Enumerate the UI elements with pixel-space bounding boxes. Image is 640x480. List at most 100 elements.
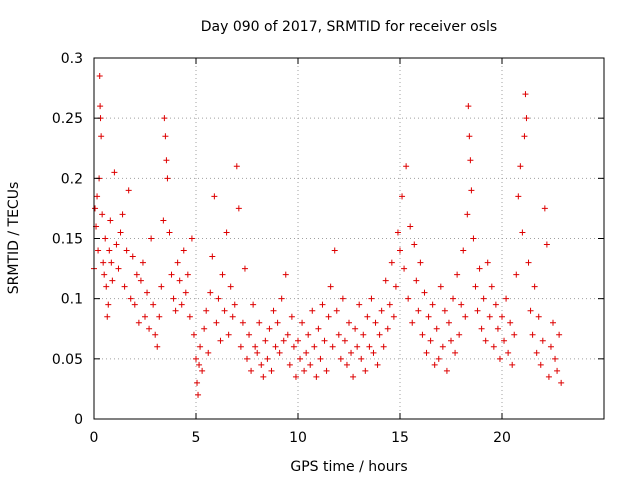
data-point	[195, 391, 202, 398]
data-point	[433, 325, 440, 332]
data-point	[452, 349, 459, 356]
data-point	[305, 331, 312, 338]
data-point	[237, 343, 244, 350]
data-point	[99, 211, 106, 218]
data-point	[256, 319, 263, 326]
y-tick-label: 0.3	[61, 51, 83, 67]
data-point	[522, 91, 529, 98]
data-point	[462, 313, 469, 320]
data-point	[401, 265, 408, 272]
data-point	[166, 229, 173, 236]
data-point	[482, 337, 489, 344]
data-point	[107, 217, 114, 224]
data-point	[494, 325, 501, 332]
data-point	[127, 295, 134, 302]
data-point	[327, 283, 334, 290]
data-point	[531, 283, 538, 290]
data-point	[545, 373, 552, 380]
data-point	[174, 259, 181, 266]
data-point	[435, 355, 442, 362]
y-tick-label: 0.25	[52, 111, 83, 127]
data-point	[278, 295, 285, 302]
data-point	[194, 379, 201, 386]
data-point	[162, 133, 169, 140]
y-tick-label: 0.2	[61, 171, 83, 187]
data-point	[472, 283, 479, 290]
data-point	[131, 301, 138, 308]
data-point	[315, 325, 322, 332]
data-point	[403, 163, 410, 170]
data-point	[148, 235, 155, 242]
data-point	[513, 271, 520, 278]
data-point	[554, 367, 561, 374]
data-point	[519, 229, 526, 236]
data-point	[448, 337, 454, 344]
data-point	[158, 283, 165, 290]
data-point	[370, 349, 377, 356]
data-point	[288, 313, 295, 320]
data-point	[523, 115, 530, 122]
data-point	[229, 313, 236, 320]
data-point	[427, 337, 434, 344]
data-point	[97, 103, 104, 110]
data-point	[456, 331, 463, 338]
data-point	[223, 229, 230, 236]
data-point	[413, 277, 420, 284]
data-point	[262, 337, 269, 344]
data-point	[329, 343, 336, 350]
x-tick-label: 0	[90, 430, 99, 446]
y-tick-label: 0.05	[52, 352, 83, 368]
data-point	[405, 295, 412, 302]
data-point	[360, 331, 367, 338]
data-point	[225, 331, 232, 338]
data-point	[460, 247, 467, 254]
data-point	[333, 307, 340, 314]
data-point	[297, 355, 304, 362]
data-point	[219, 271, 226, 278]
data-point	[362, 367, 369, 374]
data-point	[254, 349, 261, 356]
data-point	[284, 331, 291, 338]
x-axis-label: GPS time / hours	[290, 459, 407, 475]
data-point	[537, 361, 544, 368]
data-point	[511, 331, 518, 338]
data-point	[178, 301, 185, 308]
data-point	[376, 331, 383, 338]
data-point	[154, 343, 161, 350]
data-point	[150, 301, 157, 308]
data-point	[299, 319, 306, 326]
data-point	[144, 289, 151, 296]
data-point	[517, 163, 524, 170]
data-point	[241, 265, 248, 272]
data-point	[139, 259, 146, 266]
data-point	[478, 325, 485, 332]
data-point	[215, 295, 222, 302]
data-point	[113, 241, 120, 248]
data-point	[445, 319, 452, 326]
data-point	[535, 313, 542, 320]
data-point	[346, 319, 352, 326]
data-point	[235, 205, 242, 212]
data-point	[501, 337, 508, 344]
data-point	[527, 307, 534, 314]
data-point	[358, 355, 365, 362]
data-point	[417, 259, 424, 266]
data-point	[539, 337, 546, 344]
data-point	[108, 259, 115, 266]
data-point	[317, 355, 324, 362]
data-points	[91, 73, 565, 398]
data-point	[467, 157, 474, 164]
data-point	[394, 229, 401, 236]
data-point	[103, 283, 110, 290]
data-point	[390, 313, 397, 320]
data-point	[193, 355, 199, 362]
data-point	[392, 283, 399, 290]
data-point	[499, 313, 505, 320]
data-point	[101, 271, 108, 278]
data-point	[160, 217, 167, 224]
data-point	[272, 343, 279, 350]
data-point	[364, 313, 371, 320]
data-point	[203, 307, 210, 314]
data-point	[407, 223, 414, 230]
